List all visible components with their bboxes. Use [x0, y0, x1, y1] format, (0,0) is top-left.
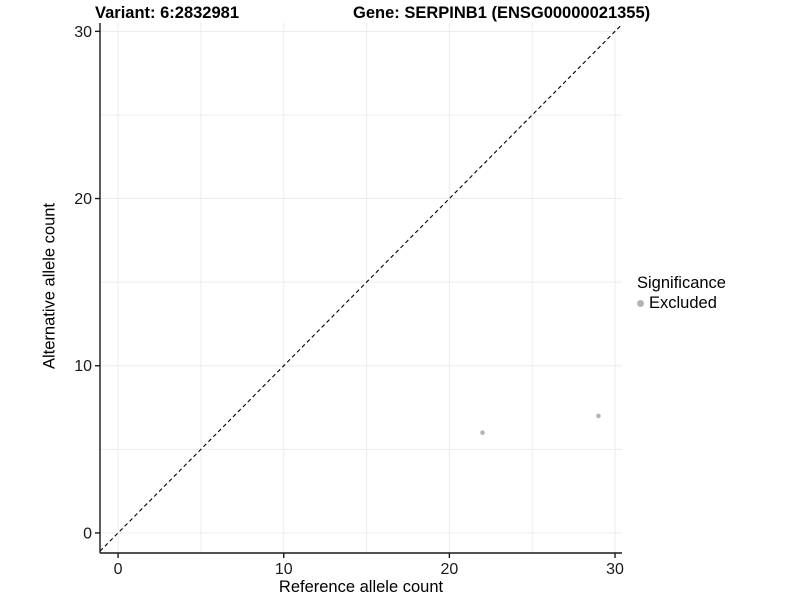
y-tick-label: 0 — [83, 525, 92, 542]
y-axis-title: Alternative allele count — [40, 202, 59, 370]
y-tick-label: 30 — [74, 24, 92, 41]
data-point — [596, 413, 601, 419]
variant-title: Variant: 6:2832981 — [95, 4, 240, 22]
legend-point-marker — [637, 300, 644, 307]
x-tick-label: 10 — [275, 561, 293, 578]
x-tick-label: 30 — [606, 561, 624, 578]
gene-title: Gene: SERPINB1 (ENSG00000021355) — [353, 4, 651, 22]
legend-title: Significance — [637, 274, 726, 292]
identity-line — [99, 23, 623, 552]
x-tick-label: 0 — [114, 561, 123, 578]
data-point — [480, 430, 485, 435]
legend-entry-label: Excluded — [649, 294, 717, 312]
legend-entry: Excluded — [637, 294, 726, 313]
x-axis-title: Reference allele count — [278, 578, 444, 596]
y-tick-label: 20 — [74, 191, 92, 208]
y-tick-label: 10 — [74, 358, 92, 375]
legend: Significance Excluded — [637, 274, 726, 313]
x-tick-label: 20 — [440, 561, 458, 578]
